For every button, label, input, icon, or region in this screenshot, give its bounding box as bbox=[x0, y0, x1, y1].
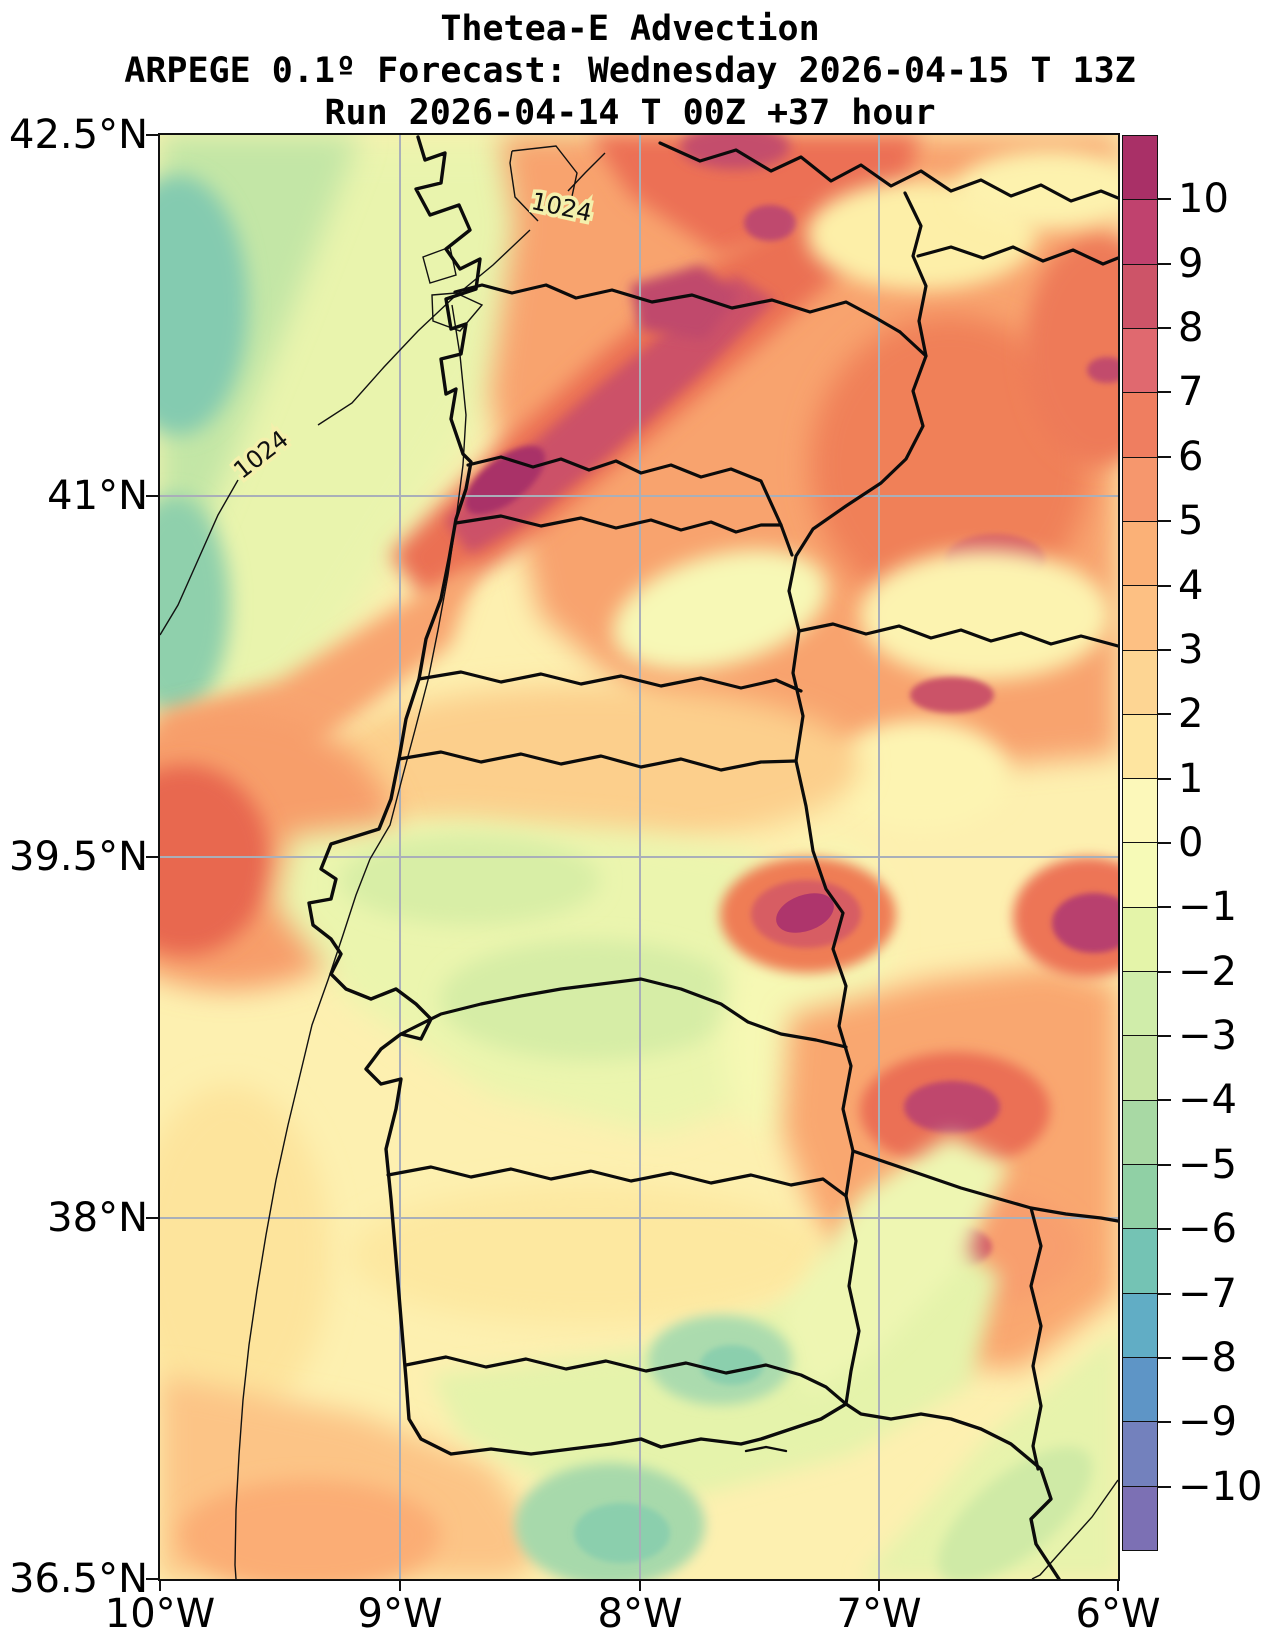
colorbar-tick-label-3: 7 bbox=[1178, 369, 1204, 416]
colorbar bbox=[1122, 135, 1158, 1551]
colorbar-segment-20 bbox=[1123, 1421, 1157, 1486]
colorbar-tick-label-7: 3 bbox=[1178, 626, 1204, 673]
colorbar-segment-13 bbox=[1123, 971, 1157, 1036]
colorbar-tick-9 bbox=[1158, 777, 1171, 780]
colorbar-tick-label-17: −7 bbox=[1178, 1270, 1237, 1317]
x-axis-tick-3 bbox=[878, 1579, 880, 1591]
colorbar-tick-0 bbox=[1158, 198, 1171, 201]
colorbar-tick-16 bbox=[1158, 1228, 1171, 1231]
colorbar-tick-5 bbox=[1158, 520, 1171, 523]
colorbar-segment-16 bbox=[1123, 1164, 1157, 1229]
contour-fill-field bbox=[160, 135, 1118, 1579]
y-axis-tick-0 bbox=[146, 134, 158, 136]
colorbar-tick-18 bbox=[1158, 1356, 1171, 1359]
x-axis-tick-1 bbox=[399, 1579, 401, 1591]
colorbar-tick-label-15: −5 bbox=[1178, 1141, 1237, 1188]
x-axis-tick-4 bbox=[1117, 1579, 1119, 1591]
colorbar-tick-14 bbox=[1158, 1099, 1171, 1102]
colorbar-tick-17 bbox=[1158, 1292, 1171, 1295]
y-axis-tick-label-4: 36.5°N bbox=[9, 1556, 148, 1602]
colorbar-tick-label-10: 0 bbox=[1178, 820, 1204, 866]
colorbar-tick-20 bbox=[1158, 1485, 1171, 1488]
colorbar-tick-11 bbox=[1158, 906, 1171, 909]
colorbar-tick-label-1: 9 bbox=[1178, 240, 1204, 287]
colorbar-tick-label-2: 8 bbox=[1178, 305, 1204, 352]
colorbar-segment-10 bbox=[1123, 778, 1157, 843]
colorbar-tick-label-11: −1 bbox=[1178, 884, 1237, 931]
colorbar-segment-14 bbox=[1123, 1035, 1157, 1100]
colorbar-tick-10 bbox=[1158, 842, 1171, 844]
x-axis-tick-label-1: 9°W bbox=[357, 1591, 443, 1637]
colorbar-segment-11 bbox=[1123, 842, 1157, 907]
colorbar-tick-2 bbox=[1158, 327, 1171, 330]
colorbar-tick-13 bbox=[1158, 1035, 1171, 1038]
colorbar-segment-7 bbox=[1123, 585, 1157, 650]
colorbar-tick-7 bbox=[1158, 648, 1171, 651]
colorbar-tick-label-13: −3 bbox=[1178, 1013, 1237, 1060]
country-region-borders bbox=[386, 141, 1118, 1471]
y-axis-tick-label-0: 42.5°N bbox=[9, 112, 148, 158]
y-axis-tick-label-3: 38°N bbox=[47, 1195, 148, 1241]
colorbar-tick-label-18: −8 bbox=[1178, 1334, 1237, 1381]
colorbar-tick-label-5: 5 bbox=[1178, 498, 1204, 545]
y-axis-tick-1 bbox=[146, 495, 158, 497]
graticule-gridlines bbox=[160, 135, 1118, 1579]
colorbar-segment-12 bbox=[1123, 906, 1157, 972]
colorbar-tick-4 bbox=[1158, 455, 1171, 458]
y-axis-tick-4 bbox=[146, 1578, 158, 1580]
colorbar-tick-3 bbox=[1158, 391, 1171, 394]
colorbar-tick-19 bbox=[1158, 1421, 1171, 1424]
x-axis-tick-label-4: 6°W bbox=[1075, 1591, 1161, 1637]
colorbar-tick-label-19: −9 bbox=[1178, 1399, 1237, 1446]
colorbar-segment-2 bbox=[1123, 263, 1157, 328]
coastline bbox=[307, 135, 1061, 1579]
title-line-1: Thetea-E Advection bbox=[440, 9, 820, 49]
colorbar-tick-label-0: 10 bbox=[1178, 176, 1229, 223]
colorbar-segment-1 bbox=[1123, 199, 1157, 264]
title-line-2: ARPEGE 0.1º Forecast: Wednesday 2026-04-… bbox=[124, 51, 1136, 91]
colorbar-tick-label-16: −6 bbox=[1178, 1206, 1237, 1253]
title-block: Thetea-E Advection ARPEGE 0.1º Forecast:… bbox=[40, 8, 1220, 134]
x-axis-tick-label-3: 7°W bbox=[836, 1591, 922, 1637]
x-axis-tick-label-0: 10°W bbox=[104, 1591, 216, 1637]
colorbar-segment-17 bbox=[1123, 1228, 1157, 1293]
colorbar-segment-9 bbox=[1123, 713, 1157, 779]
colorbar-segment-0 bbox=[1123, 136, 1157, 200]
y-axis-tick-label-2: 39.5°N bbox=[9, 834, 148, 880]
colorbar-tick-label-20: −10 bbox=[1178, 1463, 1263, 1510]
colorbar-segment-15 bbox=[1123, 1099, 1157, 1164]
colorbar-tick-8 bbox=[1158, 713, 1171, 716]
colorbar-tick-15 bbox=[1158, 1163, 1171, 1166]
colorbar-tick-6 bbox=[1158, 584, 1171, 587]
colorbar-tick-label-14: −4 bbox=[1178, 1077, 1237, 1124]
colorbar-tick-label-9: 1 bbox=[1178, 755, 1204, 802]
colorbar-segment-21 bbox=[1123, 1485, 1157, 1550]
colorbar-tick-label-4: 6 bbox=[1178, 433, 1204, 480]
colorbar-segment-3 bbox=[1123, 327, 1157, 393]
colorbar-tick-label-8: 2 bbox=[1178, 691, 1204, 738]
x-axis-tick-0 bbox=[159, 1579, 161, 1591]
colorbar-segment-8 bbox=[1123, 649, 1157, 714]
map-plot: 1024 1024 bbox=[158, 133, 1120, 1581]
colorbar-segment-5 bbox=[1123, 456, 1157, 521]
x-axis-tick-label-2: 8°W bbox=[597, 1591, 683, 1637]
y-axis-tick-3 bbox=[146, 1217, 158, 1219]
x-axis-tick-2 bbox=[639, 1579, 641, 1591]
title-line-3: Run 2026-04-14 T 00Z +37 hour bbox=[324, 93, 936, 133]
y-axis-tick-label-1: 41°N bbox=[47, 473, 148, 519]
colorbar-segment-18 bbox=[1123, 1292, 1157, 1357]
colorbar-segment-4 bbox=[1123, 392, 1157, 457]
colorbar-segment-19 bbox=[1123, 1356, 1157, 1422]
y-axis-tick-2 bbox=[146, 856, 158, 858]
advection-field-svg: 1024 1024 bbox=[160, 135, 1118, 1579]
colorbar-tick-12 bbox=[1158, 970, 1171, 973]
colorbar-tick-label-12: −2 bbox=[1178, 948, 1237, 995]
colorbar-tick-1 bbox=[1158, 262, 1171, 265]
colorbar-tick-label-6: 4 bbox=[1178, 562, 1204, 609]
colorbar-segment-6 bbox=[1123, 520, 1157, 586]
